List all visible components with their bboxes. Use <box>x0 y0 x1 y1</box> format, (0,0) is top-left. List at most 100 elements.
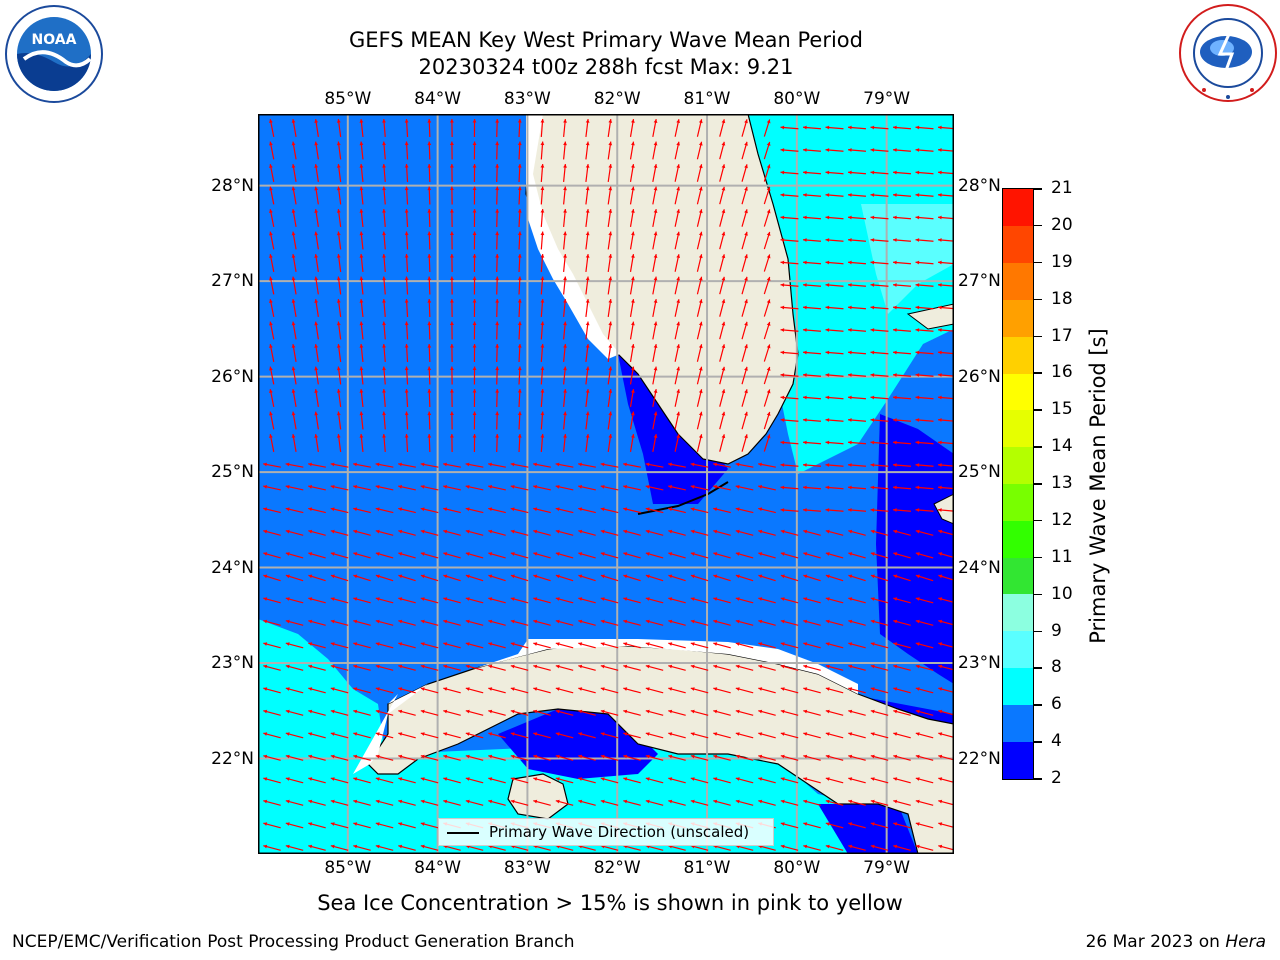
direction-arrow <box>285 574 304 582</box>
direction-arrow <box>847 125 867 130</box>
direction-arrow <box>893 844 911 851</box>
direction-arrow <box>758 507 776 514</box>
direction-arrow <box>780 283 799 287</box>
direction-arrow <box>285 844 304 851</box>
direction-arrow <box>540 186 545 205</box>
direction-arrow <box>359 366 364 385</box>
direction-arrow <box>741 231 748 250</box>
direction-arrow <box>674 434 681 452</box>
colorbar-tick <box>1034 224 1042 227</box>
direction-arrow <box>674 186 681 205</box>
direction-arrow <box>404 343 409 363</box>
direction-arrow <box>607 186 613 205</box>
direction-arrow <box>600 777 619 784</box>
lon-label-bottom: 83°W <box>503 858 551 878</box>
direction-arrow <box>763 434 771 452</box>
direction-arrow <box>517 186 522 205</box>
direction-arrow <box>336 433 342 453</box>
direction-arrow <box>563 298 567 318</box>
direction-arrow <box>892 485 912 490</box>
direction-arrow <box>825 777 844 784</box>
direction-arrow <box>336 276 342 295</box>
direction-arrow <box>848 642 866 649</box>
colorbar-segment <box>1003 336 1033 374</box>
direction-arrow <box>336 321 342 340</box>
direction-arrow <box>308 462 326 468</box>
direction-arrow <box>375 529 394 536</box>
direction-arrow <box>870 822 889 829</box>
direction-arrow <box>353 754 371 761</box>
direction-arrow <box>540 118 545 138</box>
direction-arrow <box>510 619 529 626</box>
direction-arrow <box>285 597 304 604</box>
direction-arrow <box>472 366 477 385</box>
direction-arrow <box>540 276 545 295</box>
direction-arrow <box>510 507 529 514</box>
direction-arrow <box>375 552 394 559</box>
direction-arrow <box>578 462 596 468</box>
direction-arrow <box>450 321 454 340</box>
direction-arrow <box>915 193 934 197</box>
direction-arrow <box>645 574 664 582</box>
direction-arrow <box>780 373 799 377</box>
direction-arrow <box>285 754 304 761</box>
direction-arrow <box>510 777 529 784</box>
footer-date: 26 Mar 2023 on Hera <box>1086 932 1266 952</box>
direction-arrow <box>382 343 386 363</box>
direction-arrow <box>517 388 522 408</box>
direction-arrow <box>870 350 889 355</box>
direction-arrow <box>690 799 709 806</box>
direction-arrow <box>563 411 567 430</box>
direction-arrow <box>285 687 304 694</box>
direction-arrow <box>607 389 613 407</box>
direction-arrow <box>533 484 551 491</box>
direction-arrow <box>763 254 771 272</box>
direction-arrow <box>915 709 934 716</box>
direction-arrow <box>285 529 304 536</box>
direction-arrow <box>741 344 748 362</box>
direction-arrow <box>893 529 911 536</box>
direction-arrow <box>870 508 889 512</box>
colorbar-segment <box>1003 593 1033 632</box>
lon-label-top: 84°W <box>414 89 462 109</box>
direction-arrow <box>330 777 349 784</box>
direction-arrow <box>359 388 364 408</box>
direction-arrow <box>465 619 484 626</box>
direction-arrow <box>269 209 275 227</box>
direction-arrow <box>758 574 776 582</box>
direction-arrow <box>540 208 545 228</box>
direction-arrow <box>719 321 726 340</box>
direction-arrow <box>713 484 731 491</box>
direction-arrow <box>450 186 454 205</box>
direction-arrow <box>382 388 386 408</box>
direction-arrow <box>668 619 686 626</box>
direction-arrow <box>585 163 590 183</box>
direction-arrow <box>314 389 319 407</box>
direction-arrow <box>870 709 889 716</box>
direction-arrow <box>308 574 326 582</box>
direction-arrow <box>382 411 386 430</box>
direction-arrow <box>353 574 371 582</box>
direction-arrow <box>443 552 461 559</box>
direction-arrow <box>427 118 432 138</box>
direction-arrow <box>353 529 371 536</box>
direction-arrow <box>285 642 304 649</box>
colorbar-tick <box>1034 188 1042 190</box>
direction-arrow <box>285 822 304 829</box>
direction-arrow <box>915 822 934 829</box>
direction-arrow <box>263 574 281 582</box>
direction-arrow <box>308 597 326 604</box>
direction-arrow <box>563 343 567 363</box>
direction-arrow <box>578 777 596 784</box>
direction-arrow <box>382 276 386 295</box>
direction-arrow <box>607 141 613 160</box>
direction-arrow <box>847 373 867 377</box>
direction-arrow <box>696 209 703 227</box>
direction-arrow <box>578 754 596 761</box>
direction-arrow <box>533 754 551 761</box>
direction-arrow <box>623 484 641 491</box>
direction-arrow <box>780 485 799 490</box>
direction-arrow <box>578 664 596 671</box>
direction-arrow <box>540 388 545 408</box>
direction-arrow <box>563 231 567 250</box>
